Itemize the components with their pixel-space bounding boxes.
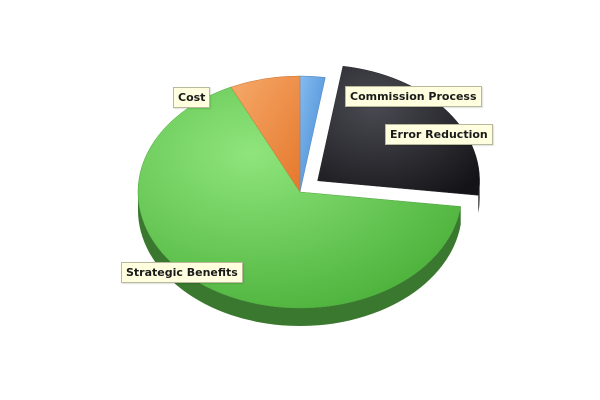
slice-label-cost: Cost bbox=[173, 87, 211, 108]
pie-slice-strategic-benefits[interactable] bbox=[137, 86, 462, 309]
slice-label-commission-process: Commission Process bbox=[345, 86, 482, 107]
slice-label-error-reduction: Error Reduction bbox=[385, 124, 493, 145]
slice-label-strategic-benefits: Strategic Benefits bbox=[121, 262, 243, 283]
pie-slice-cost[interactable] bbox=[230, 75, 301, 193]
